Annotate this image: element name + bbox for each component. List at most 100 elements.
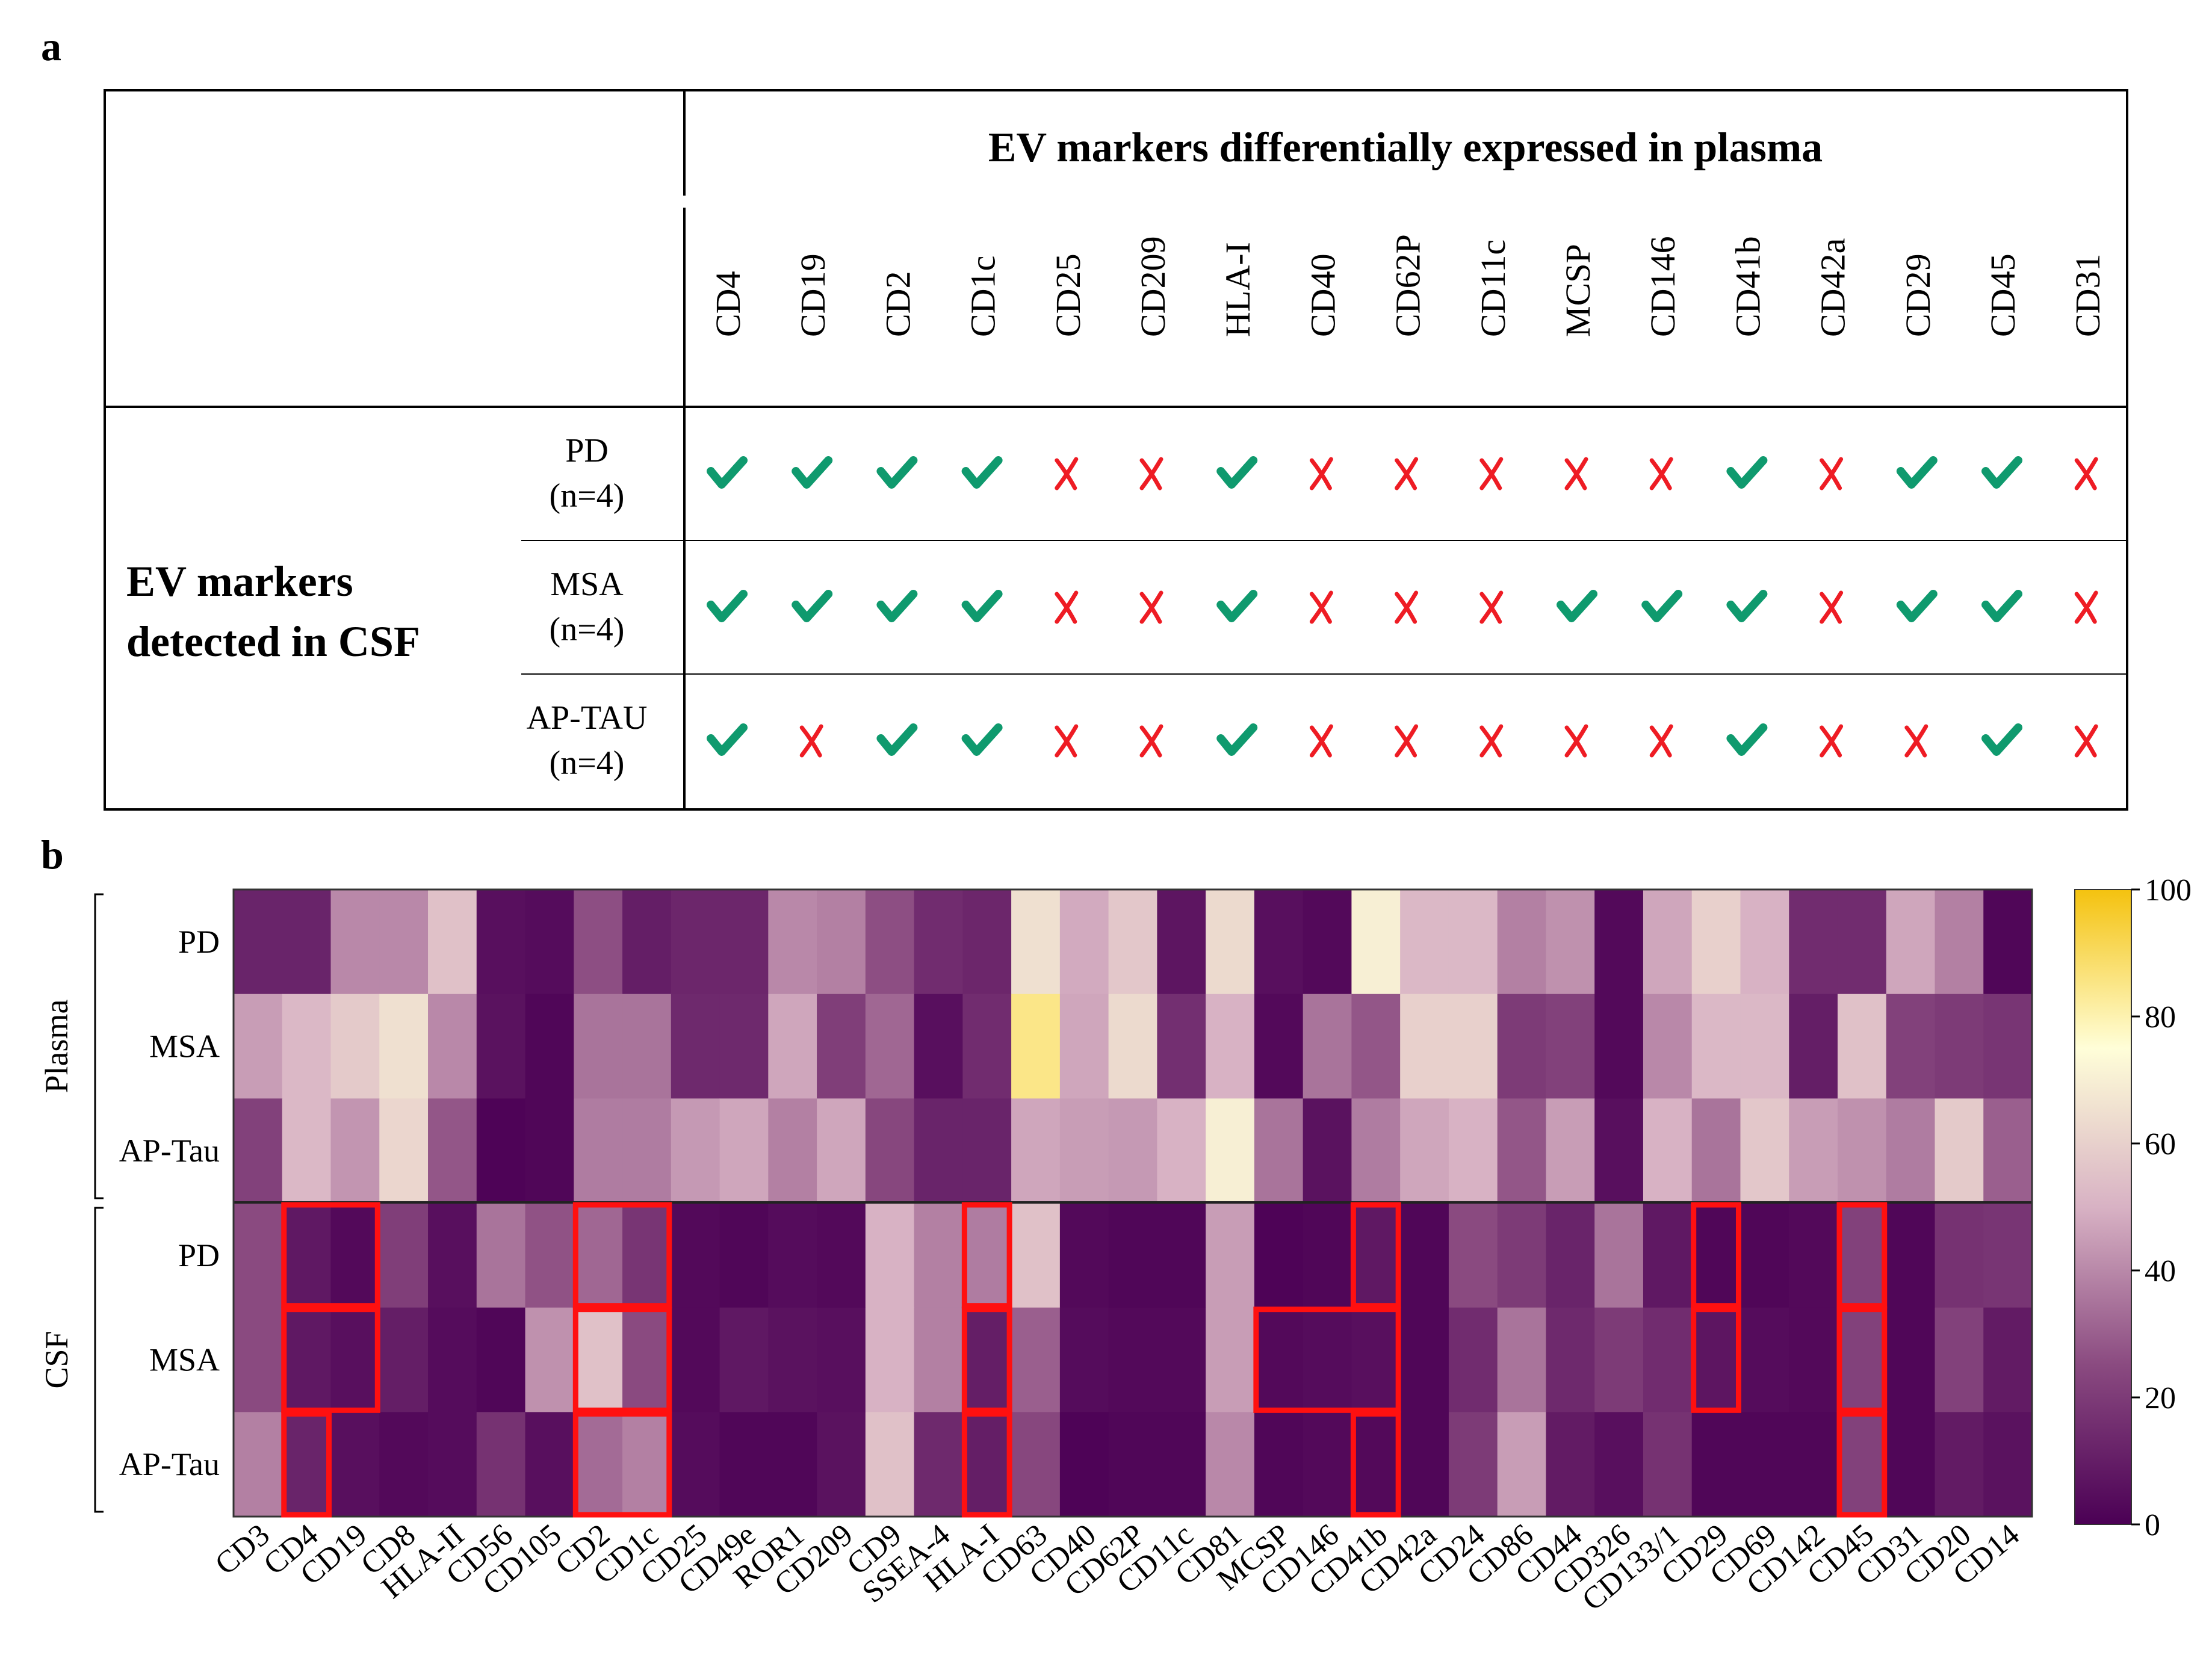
check-icon — [1216, 590, 1258, 622]
highlight-box — [1836, 1202, 1888, 1309]
heatmap-cell — [1837, 889, 1887, 995]
heatmap-cell — [1059, 1412, 1109, 1517]
heatmap-cell — [1497, 889, 1547, 995]
heatmap-cell — [1594, 1307, 1644, 1412]
marker-header: CD19 — [793, 253, 832, 337]
heatmap-cell — [1157, 1098, 1206, 1204]
heatmap-cell — [622, 1098, 672, 1204]
heatmap-cell — [1740, 1412, 1789, 1517]
heatmap-cell — [1691, 1412, 1741, 1517]
heatmap-cell — [1351, 1412, 1401, 1517]
highlight-box — [961, 1411, 1012, 1518]
heatmap-cell — [1740, 1098, 1789, 1204]
heatmap-cell — [379, 1412, 429, 1517]
heatmap-cell — [574, 1098, 623, 1204]
heatmap-cell — [1351, 1307, 1401, 1412]
colorbar-tick-label: 0 — [2145, 1508, 2160, 1542]
heatmap-cell — [1740, 994, 1789, 1099]
heatmap-cell — [1254, 994, 1304, 1099]
check-icon — [1896, 456, 1938, 489]
panel-a-label: a — [41, 23, 61, 69]
marker-header: CD11c — [1473, 240, 1513, 337]
heatmap-cell — [1497, 1307, 1547, 1412]
heatmap-cell — [817, 889, 866, 995]
heatmap-cell — [1351, 994, 1401, 1099]
heatmap-cell — [914, 1098, 963, 1204]
check-icon — [1726, 723, 1768, 756]
heatmap-cell — [574, 1203, 623, 1308]
heatmap-cell — [330, 1098, 380, 1204]
heatmap-cell — [914, 889, 963, 995]
heatmap-cell — [476, 1203, 526, 1308]
heatmap-cell — [1448, 994, 1498, 1099]
heatmap-cell — [1691, 994, 1741, 1099]
heatmap-cell — [525, 889, 574, 995]
heatmap-cell — [962, 994, 1012, 1099]
heatmap-cell — [768, 1203, 817, 1308]
cross-icon — [1564, 457, 1588, 490]
heatmap-cell — [1935, 1098, 1984, 1204]
group-label: CSF — [39, 1331, 75, 1388]
heatmap-cell — [1886, 1307, 1936, 1412]
heatmap-cell — [671, 1203, 720, 1308]
heatmap-cell — [234, 889, 283, 995]
cross-icon — [1564, 724, 1588, 758]
check-icon — [707, 456, 748, 489]
check-icon — [792, 590, 833, 622]
cross-icon — [1649, 457, 1673, 490]
heatmap-cell — [282, 1412, 332, 1517]
heatmap-cell — [1983, 1412, 2033, 1517]
check-icon — [876, 590, 918, 622]
heatmap-cell — [574, 889, 623, 995]
highlight-box — [572, 1411, 672, 1518]
heatmap-cell — [1886, 1203, 1936, 1308]
heatmap-cell — [476, 1098, 526, 1204]
heatmap-row-label: PD — [178, 924, 220, 960]
heatmap-cell — [1157, 1203, 1206, 1308]
highlight-boxes — [281, 1202, 1888, 1518]
heatmap-cell — [1789, 889, 1838, 995]
heatmap-cell — [1935, 1203, 1984, 1308]
highlight-box — [1350, 1411, 1401, 1518]
cross-icon — [1479, 457, 1504, 490]
heatmap-cells — [234, 889, 2033, 1517]
heatmap-cell — [914, 1412, 963, 1517]
heatmap-cell — [1983, 1203, 2033, 1308]
heatmap-cell — [962, 1203, 1012, 1308]
check-icon — [1641, 590, 1683, 622]
heatmap-cell — [622, 1412, 672, 1517]
heatmap-cell — [428, 1412, 477, 1517]
heatmap-cell — [428, 1203, 477, 1308]
heatmap-cell — [379, 1203, 429, 1308]
marker-table: EV markers differentially expressed in p… — [104, 89, 2128, 811]
highlight-box — [1350, 1202, 1401, 1309]
marker-header: CD45 — [1983, 253, 2022, 337]
heatmap-cell — [719, 1203, 769, 1308]
heatmap-cell — [574, 1412, 623, 1517]
check-icon — [1216, 723, 1258, 756]
heatmap-cell — [428, 889, 477, 995]
heatmap-cell — [1643, 1412, 1693, 1517]
heatmap-cell — [1691, 1307, 1741, 1412]
heatmap-cell — [1546, 994, 1595, 1099]
marker-header: CD146 — [1643, 236, 1682, 337]
heatmap-cell — [1789, 1098, 1838, 1204]
heatmap-cell — [817, 1307, 866, 1412]
cross-icon — [2074, 724, 2098, 758]
heatmap-cell — [234, 1412, 283, 1517]
heatmap-cell — [1254, 1412, 1304, 1517]
heatmap-cell — [282, 994, 332, 1099]
heatmap-cell — [282, 1098, 332, 1204]
cross-icon — [1820, 724, 1844, 758]
heatmap-cell — [1351, 1098, 1401, 1204]
heatmap-cell — [865, 1203, 915, 1308]
heatmap-cell — [234, 994, 283, 1099]
heatmap-cell — [962, 1098, 1012, 1204]
check-icon — [1216, 456, 1258, 489]
cross-icon — [1395, 724, 1419, 758]
cross-icon — [2074, 590, 2098, 624]
colorbar-ticks: 0 20 40 60 80 100 — [2131, 873, 2192, 1542]
cross-icon — [1820, 457, 1844, 490]
heatmap-cell — [1789, 1412, 1838, 1517]
